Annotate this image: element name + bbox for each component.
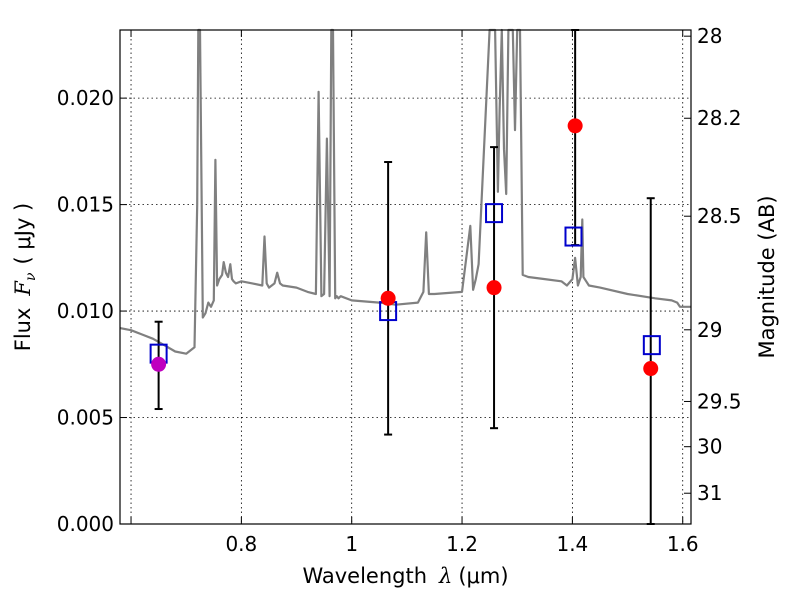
axis-ticks: 0.8 1 1.2 1.4 1.6 0.000 0.005 0.010 0.015 0.020 28… [57,24,742,556]
y-tick-label: 0.010 [57,299,114,323]
model-point [564,226,583,247]
y-tick-label: 0.005 [57,406,114,430]
magnitude-tick-label: 31 [697,481,722,505]
spectrum-line [119,28,691,355]
y-tick-label: 0.020 [57,86,114,110]
model-photometry-squares [149,203,661,364]
x-axis-title-symbol: λ [438,564,452,588]
y2-axis-title: Magnitude (AB) [755,195,779,358]
y-axis-title-text: Flux [11,308,35,352]
x-tick-label: 1.4 [556,532,588,556]
x-tick-label: 1.6 [667,532,699,556]
x-tick-label: 1.2 [446,532,478,556]
gridlines [120,30,691,525]
x-axis-title-unit: (μm) [458,564,508,588]
observed-point [380,290,396,306]
x-tick-label: 1 [345,532,358,556]
y-axis-title-symbol: F [11,280,35,297]
observed-point [151,356,167,372]
y-axis-title-subscript: ν [23,272,39,281]
model-point [485,203,504,224]
observed-point [643,361,659,377]
observed-point [486,280,502,296]
observed-point [567,118,583,134]
y-axis-title: Flux Fν ( μJy ) [11,203,39,351]
plot-frame [119,29,692,525]
x-axis-title: Wavelength λ (μm) [302,564,508,588]
magnitude-tick-label: 28 [697,24,722,48]
y-axis-title-unit: ( μJy ) [11,203,35,265]
magnitude-tick-label: 28.5 [697,204,742,228]
y-tick-label: 0.015 [57,193,114,217]
x-tick-label: 0.8 [225,532,257,556]
magnitude-tick-label: 29.5 [697,389,742,413]
magnitude-tick-label: 29 [697,318,722,342]
magnitude-tick-label: 30 [697,435,722,459]
x-axis-title-text: Wavelength [302,564,427,588]
observed-photometry-points [151,118,659,377]
y-tick-label: 0.000 [57,512,114,536]
model-spectrum [119,28,691,355]
magnitude-tick-label: 28.2 [697,106,742,130]
model-point [642,335,661,356]
